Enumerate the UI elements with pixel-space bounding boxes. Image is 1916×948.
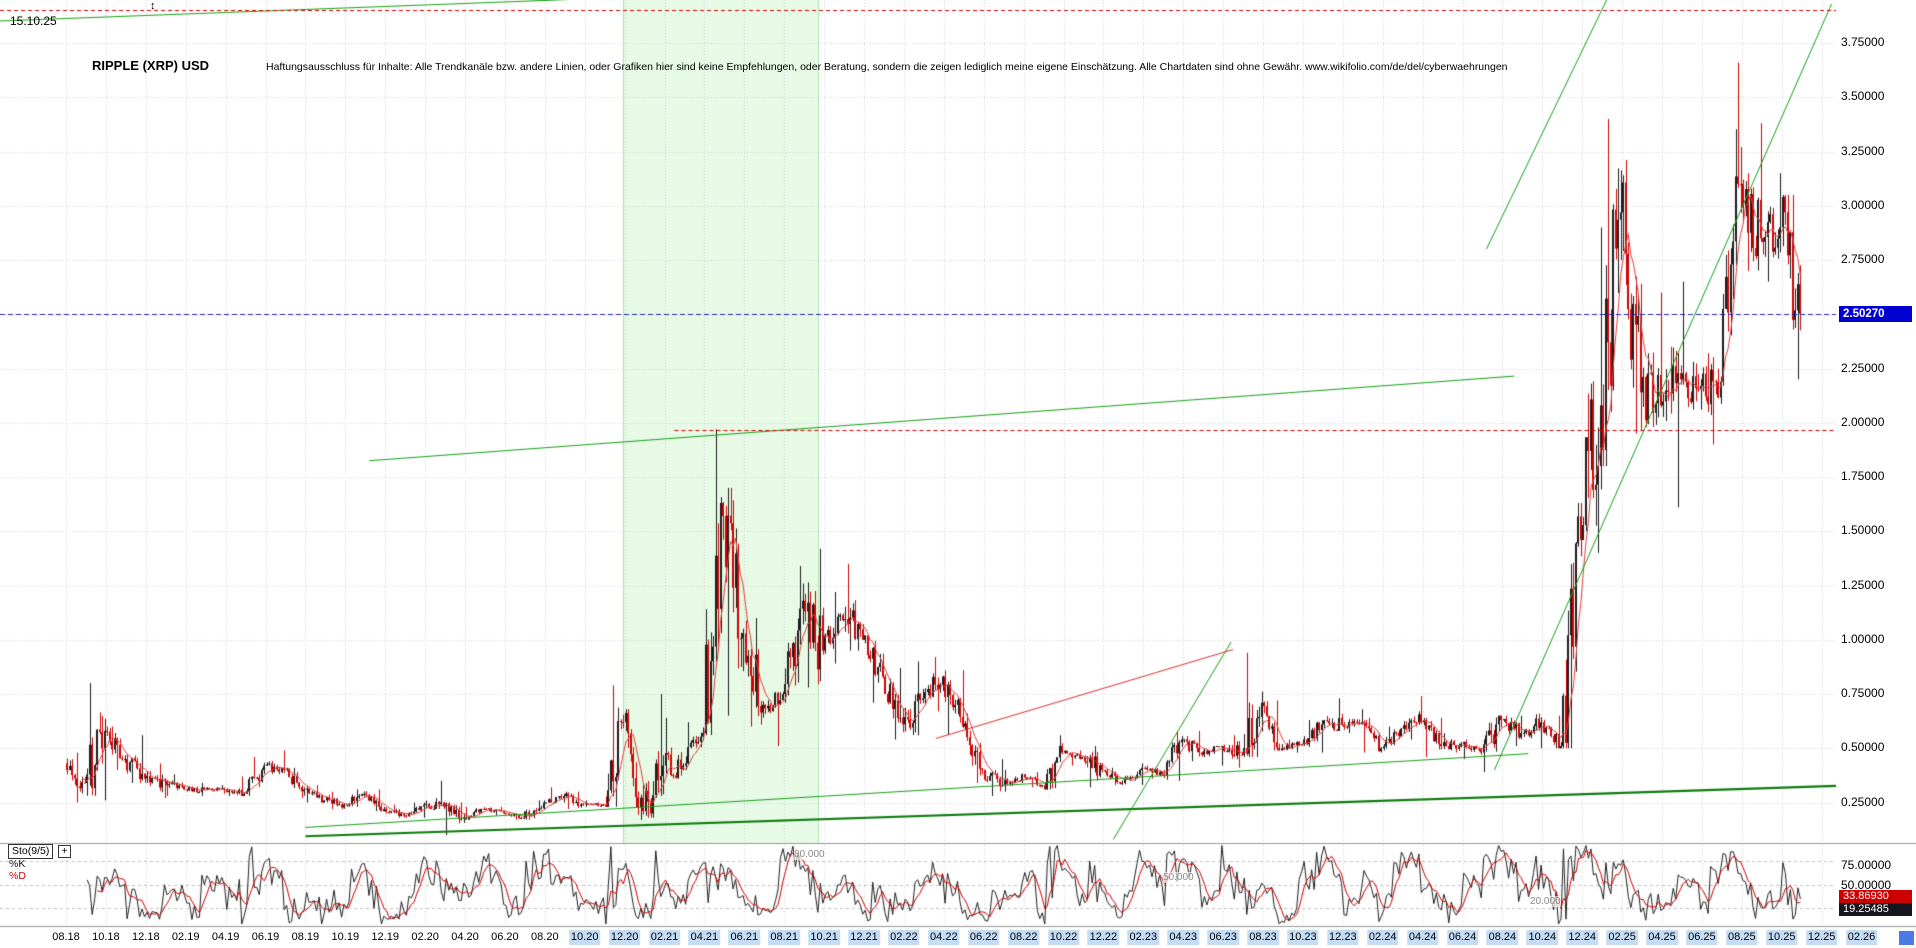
date-label: 12.24 bbox=[1566, 930, 1598, 945]
price-tick-label: 3.50000 bbox=[1841, 89, 1885, 104]
date-label: 06.20 bbox=[491, 931, 519, 943]
price-tick-label: 1.50000 bbox=[1841, 523, 1885, 538]
price-tick-label: 3.75000 bbox=[1841, 35, 1885, 49]
date-label: 04.25 bbox=[1646, 930, 1678, 945]
date-label: 12.18 bbox=[132, 931, 160, 943]
date-label: 08.25 bbox=[1726, 930, 1758, 945]
date-label: 08.19 bbox=[291, 931, 320, 943]
date-label: 10.20 bbox=[568, 930, 601, 945]
date-label: 04.22 bbox=[928, 930, 960, 945]
date-label: 10.21 bbox=[808, 930, 840, 945]
sto-tick-label: 50.00000 bbox=[1841, 878, 1892, 892]
date-label: 06.22 bbox=[967, 930, 1000, 945]
date-label: 10.22 bbox=[1047, 930, 1080, 945]
date-label: 04.19 bbox=[211, 931, 240, 943]
date-label: 06.25 bbox=[1686, 930, 1718, 945]
percent-k-label: %K bbox=[9, 858, 26, 870]
price-tick-label: 1.75000 bbox=[1841, 469, 1885, 483]
stochastic-indicator-button[interactable]: Sto(9/5) bbox=[8, 844, 54, 859]
date-label: 08.23 bbox=[1247, 930, 1279, 945]
date-label: 02.22 bbox=[888, 930, 920, 945]
add-indicator-button[interactable]: + bbox=[58, 845, 71, 858]
date-label: 10.19 bbox=[331, 931, 360, 943]
date-label: 04.23 bbox=[1167, 930, 1199, 945]
date-label: 12.20 bbox=[608, 930, 641, 945]
sto-guide-80-label: 80.000 bbox=[794, 849, 825, 860]
date-label: 10.25 bbox=[1765, 930, 1798, 945]
date-label: 08.21 bbox=[768, 930, 800, 945]
price-tick-label: 3.00000 bbox=[1841, 197, 1885, 212]
date-label: 02.20 bbox=[411, 931, 439, 943]
date-label: 06.21 bbox=[728, 930, 761, 945]
price-tick-label: 0.75000 bbox=[1841, 686, 1885, 700]
date-label: 10.23 bbox=[1287, 930, 1319, 945]
price-tick-label: 0.25000 bbox=[1841, 794, 1885, 809]
date-label: 10.18 bbox=[92, 931, 120, 943]
date-label: 02.21 bbox=[648, 930, 681, 945]
date-label: 12.25 bbox=[1805, 930, 1838, 945]
date-label: 12.21 bbox=[848, 930, 880, 945]
date-label: 04.21 bbox=[688, 930, 721, 945]
chart-title: RIPPLE (XRP) USD bbox=[92, 58, 210, 73]
date-label: 02.23 bbox=[1127, 930, 1160, 945]
percent-d-label: %D bbox=[9, 870, 26, 882]
price-tick-label: 2.25000 bbox=[1841, 360, 1885, 375]
date-label: 08.18 bbox=[52, 931, 80, 943]
sto-guide-50-label: 50.000 bbox=[1163, 872, 1194, 883]
date-label: 08.24 bbox=[1486, 930, 1519, 945]
last-price-badge: 2.50270 bbox=[1839, 305, 1912, 322]
date-label: 02.25 bbox=[1606, 930, 1638, 945]
date-label: 08.20 bbox=[531, 931, 559, 943]
date-label: 12.22 bbox=[1087, 930, 1120, 945]
date-label: 04.20 bbox=[451, 931, 479, 943]
date-label: 04.24 bbox=[1406, 930, 1439, 945]
date-label: 12.23 bbox=[1327, 930, 1359, 945]
price-tick-label: 1.00000 bbox=[1841, 631, 1885, 646]
date-label: 02.24 bbox=[1366, 930, 1399, 945]
date-label: 08.22 bbox=[1007, 930, 1040, 945]
date-label: 12.19 bbox=[371, 931, 399, 943]
price-tick-label: 2.00000 bbox=[1841, 414, 1885, 429]
date-label: 02.26 bbox=[1845, 930, 1878, 945]
date-label: 10.24 bbox=[1526, 930, 1559, 945]
price-tick-label: 3.25000 bbox=[1841, 143, 1885, 158]
date-axis: 08.18 10.18 12.18 02.19 04.19 06.19 08.19 10.19… bbox=[0, 930, 1916, 946]
sto-k-value-badge: 19.25485 bbox=[1839, 903, 1912, 916]
sto-d-value-badge: 33.86930 bbox=[1839, 890, 1912, 903]
sto-guide-20-label: 20.000 bbox=[1530, 896, 1561, 907]
date-label: 06.19 bbox=[251, 931, 280, 943]
date-label: 06.24 bbox=[1446, 930, 1479, 945]
trendline-handle-icon[interactable]: ↕ bbox=[150, 0, 156, 12]
price-tick-label: 2.75000 bbox=[1841, 252, 1885, 266]
date-label: 06.23 bbox=[1207, 930, 1239, 945]
scrollbar-corner[interactable] bbox=[1899, 931, 1914, 945]
price-tick-label: 0.50000 bbox=[1841, 740, 1885, 755]
price-tick-label: 1.25000 bbox=[1841, 577, 1885, 592]
disclaimer-text: Haftungsausschluss für Inhalte: Alle Tre… bbox=[266, 61, 1508, 73]
chart-date-label: 15.10.25 bbox=[10, 14, 57, 28]
date-label: 02.19 bbox=[171, 931, 200, 943]
sto-tick-label: 75.00000 bbox=[1841, 858, 1892, 872]
